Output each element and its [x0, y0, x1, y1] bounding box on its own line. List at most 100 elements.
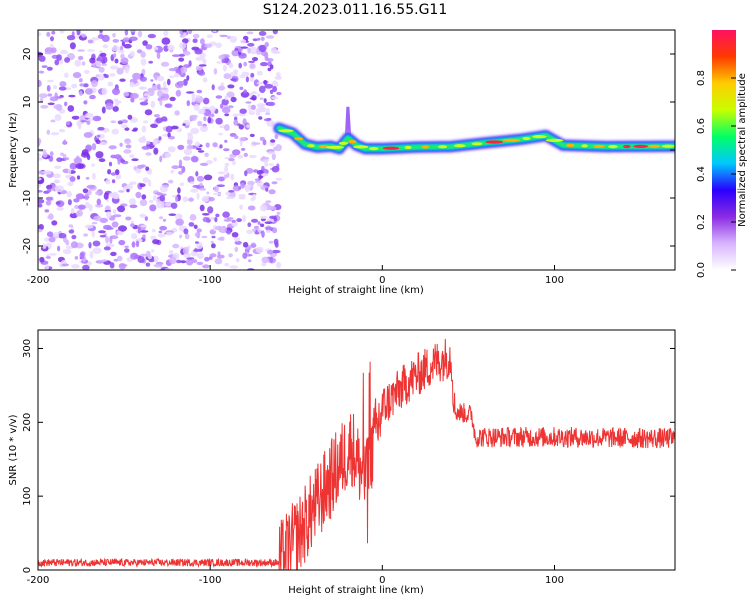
noise-speck	[117, 255, 123, 262]
noise-speck	[194, 241, 199, 244]
noise-speck	[150, 79, 154, 82]
noise-speck	[186, 100, 191, 107]
noise-speck	[260, 215, 268, 219]
noise-speck	[80, 120, 88, 123]
noise-speck	[91, 221, 98, 225]
noise-speck	[124, 127, 130, 131]
ridge-hotspot	[502, 138, 521, 142]
noise-speck	[211, 243, 216, 249]
noise-speck	[257, 37, 261, 41]
noise-speck	[180, 260, 187, 264]
noise-speck	[204, 152, 209, 157]
noise-speck	[49, 96, 59, 102]
noise-speck	[78, 123, 82, 130]
ridge-hotspot	[522, 136, 531, 141]
noise-speck	[58, 86, 67, 91]
noise-speck	[130, 30, 136, 33]
noise-speck	[267, 151, 276, 155]
ridge-hotspot	[278, 129, 294, 133]
noise-speck	[217, 171, 226, 175]
noise-speck	[195, 171, 199, 177]
noise-speck	[84, 201, 90, 209]
noise-speck	[226, 230, 231, 235]
noise-speck	[153, 147, 159, 155]
noise-speck	[215, 117, 223, 125]
noise-speck	[141, 145, 151, 150]
noise-speck	[136, 49, 143, 54]
noise-speck	[75, 163, 84, 170]
noise-speck	[238, 62, 242, 69]
colorbar-tick-label: 0.8	[696, 70, 707, 86]
y-tick-label: 10	[22, 96, 33, 109]
noise-speck	[161, 154, 166, 159]
noise-speck	[251, 218, 259, 223]
noise-speck	[263, 98, 267, 103]
noise-speck	[267, 101, 276, 107]
noise-speck	[202, 264, 210, 269]
noise-speck	[130, 252, 139, 260]
noise-speck	[38, 224, 44, 231]
noise-speck	[139, 213, 147, 218]
noise-speck	[67, 199, 72, 206]
noise-speck	[210, 240, 214, 244]
noise-speck	[169, 256, 177, 265]
noise-speck	[164, 202, 172, 207]
noise-speck	[247, 205, 256, 211]
ridge-hotspot	[421, 145, 430, 149]
noise-speck	[264, 41, 270, 48]
noise-speck	[268, 189, 276, 195]
noise-speck	[112, 106, 119, 112]
noise-speck	[40, 97, 44, 103]
noise-speck	[266, 35, 275, 39]
noise-speck	[54, 179, 61, 184]
noise-speck	[276, 211, 281, 215]
noise-speck	[242, 214, 247, 223]
noise-speck	[101, 34, 110, 43]
noise-speck	[206, 34, 213, 38]
noise-speck	[190, 181, 195, 185]
noise-speck	[178, 159, 183, 167]
noise-speck	[111, 45, 121, 52]
noise-speck	[122, 119, 128, 124]
noise-speck	[157, 233, 166, 238]
noise-speck	[248, 104, 252, 112]
colorbar-ticks: 0.0 0.2 0.4 0.6 0.8	[696, 70, 736, 278]
noise-speck	[124, 30, 129, 36]
noise-speck	[109, 235, 119, 240]
noise-speck	[59, 81, 67, 88]
noise-speck	[114, 98, 119, 102]
noise-speck	[207, 206, 214, 214]
noise-speck	[201, 197, 209, 203]
noise-speck	[137, 255, 145, 264]
snr-xlabel: Height of straight line (km)	[288, 585, 424, 596]
noise-speck	[44, 209, 50, 213]
noise-speck	[248, 154, 257, 159]
noise-speck	[78, 90, 83, 97]
noise-speck	[47, 102, 55, 106]
noise-speck	[92, 247, 102, 255]
noise-speck	[66, 35, 76, 41]
noise-speck	[251, 91, 258, 95]
noise-speck	[108, 192, 115, 198]
noise-speck	[207, 197, 215, 202]
noise-speck	[197, 108, 206, 115]
noise-speck	[129, 51, 135, 57]
noise-speck	[224, 113, 230, 117]
ridge-hotspot	[545, 138, 564, 142]
noise-speck	[153, 195, 157, 201]
noise-speck	[69, 176, 76, 182]
noise-speck	[141, 125, 147, 133]
noise-speck	[232, 113, 239, 118]
noise-speck	[145, 262, 151, 267]
noise-speck	[215, 42, 222, 48]
x-tick-label: -200	[27, 575, 50, 586]
noise-speck	[165, 231, 173, 236]
noise-speck	[50, 119, 56, 123]
noise-speck	[275, 177, 282, 181]
x-tick-label: 0	[379, 575, 385, 586]
noise-speck	[171, 165, 180, 170]
ridge-hotspot	[471, 142, 483, 146]
noise-speck	[261, 230, 265, 238]
noise-speck	[272, 86, 277, 93]
noise-speck	[230, 173, 235, 181]
